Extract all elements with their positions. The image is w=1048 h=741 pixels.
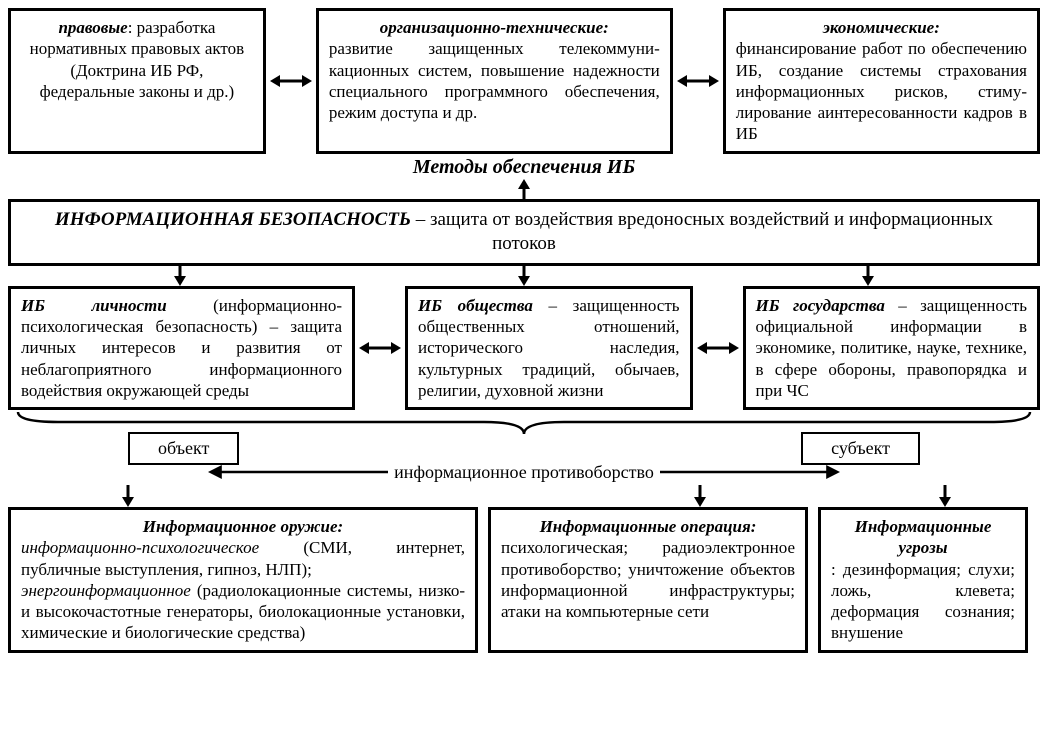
- box-ib-state: ИБ государства – защищен­ность официальн…: [743, 286, 1040, 410]
- box-operations: Информационные операция: психологическая…: [488, 507, 808, 653]
- methods-title: Методы обеспечения ИБ: [8, 156, 1040, 179]
- weapons-part2-label: энергоинформационное: [21, 581, 191, 600]
- state-title: ИБ государства: [756, 296, 885, 315]
- economic-text: финансирование работ по обеспече­нию ИБ,…: [736, 38, 1027, 144]
- curly-brace-icon: [8, 410, 1040, 436]
- operations-title: Информационные операция:: [540, 517, 757, 536]
- main-title: ИНФОРМАЦИОННАЯ БЕЗОПАСНОСТЬ: [55, 209, 411, 230]
- economic-title: экономические:: [823, 18, 940, 37]
- legal-title-line: правовые: разработка нормативных правовы…: [21, 17, 253, 102]
- box-orgtech: организационно-технические: развитие защ…: [316, 8, 673, 154]
- confrontation-label: информационное противоборство: [388, 462, 660, 483]
- weapons-part1-label: информационно-психологическое: [21, 538, 259, 557]
- top-methods-row: правовые: разработка нормативных правовы…: [8, 8, 1040, 154]
- arrow-legal-orgtech: [266, 8, 316, 154]
- box-threats: Информационные угрозы : дезинформация; с…: [818, 507, 1028, 653]
- box-ib-society: ИБ общества – защищен­ность общественных…: [405, 286, 693, 410]
- weapons-body: информационно-психологическое (СМИ, инте…: [21, 537, 465, 643]
- box-main-ib: ИНФОРМАЦИОННАЯ БЕЗОПАСНОСТЬ – защита от …: [8, 199, 1040, 266]
- legal-title: правовые: [58, 18, 127, 37]
- arrow-orgtech-economic: [673, 8, 723, 154]
- brace-row: [8, 410, 1040, 436]
- orgtech-text: развитие защищенных телекоммуни­кационны…: [329, 38, 660, 123]
- box-ib-personal: ИБ личности (информационно-психологическ…: [8, 286, 355, 410]
- threats-text: : дезинформация; слухи; ложь, клеве­та; …: [831, 559, 1015, 644]
- operations-text: психологическая; радиоэлек­тронное проти…: [501, 537, 795, 622]
- arrow-personal-society: [355, 286, 405, 410]
- bottom-row: Информационное оружие: информационно-пси…: [8, 507, 1040, 653]
- arrows-to-bottom: [8, 485, 1040, 507]
- threats-title: Информационные угрозы: [855, 517, 992, 557]
- personal-title: ИБ личности: [21, 296, 167, 315]
- confrontation-row: информационное противоборство: [8, 459, 1040, 485]
- box-weapons: Информационное оружие: информационно-пси…: [8, 507, 478, 653]
- box-economic: экономические: финансирование работ по о…: [723, 8, 1040, 154]
- mid-row: ИБ личности (информационно-психологическ…: [8, 286, 1040, 410]
- arrow-society-state: [693, 286, 743, 410]
- society-title: ИБ общества: [418, 296, 533, 315]
- main-subtitle: – защита от воздействия вредоносных возд…: [411, 209, 993, 255]
- arrow-up-to-methods: [8, 179, 1040, 199]
- arrows-main-to-three: [8, 264, 1040, 286]
- orgtech-title: организационно-технические:: [380, 18, 609, 37]
- weapons-title: Информационное оружие:: [143, 517, 343, 536]
- box-legal: правовые: разработка нормативных правовы…: [8, 8, 266, 154]
